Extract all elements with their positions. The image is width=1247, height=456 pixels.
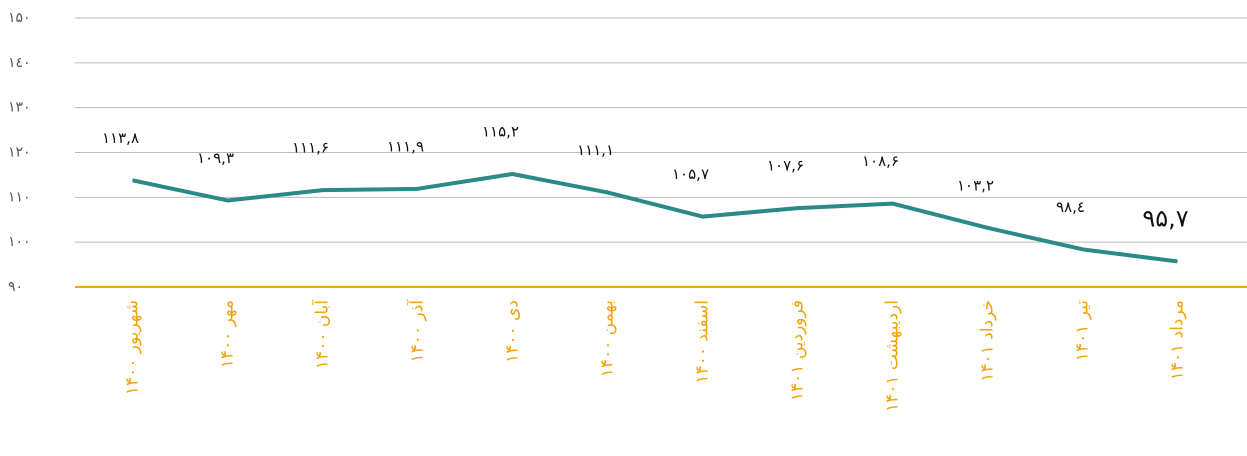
y-tick-label: ۱٤۰ <box>8 55 31 71</box>
data-label: ۹۸,٤ <box>1056 198 1085 216</box>
x-tick-label: خرداد ۱۴۰۱ <box>978 300 998 382</box>
data-label: ۱۱۳,۸ <box>102 129 139 147</box>
data-label: ۱۰۷,۶ <box>767 157 804 175</box>
x-tick-label: شهریور ۱۴۰۰ <box>123 300 143 395</box>
data-label: ۱۱۵,۲ <box>482 123 519 141</box>
data-label: ۱۰۵,۷ <box>672 165 709 183</box>
x-tick-label: اسفند ۱۴۰۰ <box>693 300 713 384</box>
x-tick-label: آبان ۱۴۰۰ <box>311 299 333 369</box>
y-tick-label: ۱۲۰ <box>8 145 31 161</box>
x-tick-label: دی ۱۴۰۰ <box>503 300 523 363</box>
data-label: ۱۰۸,۶ <box>862 152 899 170</box>
x-tick-label: بهمن ۱۴۰۰ <box>598 300 618 377</box>
x-tick-label: تیر ۱۴۰۱ <box>1073 300 1093 361</box>
y-tick-label: ۹۰ <box>8 279 23 295</box>
x-tick-label: اردیبهشت ۱۴۰۱ <box>883 300 903 412</box>
data-label: ۱۱۱,۱ <box>577 141 614 159</box>
x-tick-label: مهر ۱۴۰۰ <box>218 300 238 368</box>
y-tick-label: ۱۱۰ <box>8 189 31 205</box>
data-label: ۱۱۱,۹ <box>387 137 424 155</box>
data-label: ۱۰۳,۲ <box>957 176 994 194</box>
y-tick-label: ۱۳۰ <box>8 100 31 116</box>
data-line <box>132 172 1178 264</box>
data-label: ۱۰۹,۳ <box>197 149 234 167</box>
y-tick-label: ۱۰۰ <box>8 234 31 250</box>
x-tick-label: مرداد ۱۴۰۱ <box>1168 300 1188 380</box>
x-tick-label: فروردین ۱۴۰۱ <box>788 300 808 401</box>
data-label: ۱۱۱,۶ <box>292 139 329 157</box>
y-tick-label: ۱۵۰ <box>8 10 31 26</box>
data-label: ۹۵,۷ <box>1142 204 1188 232</box>
x-tick-label: آذر ۱۴۰۰ <box>406 299 428 363</box>
